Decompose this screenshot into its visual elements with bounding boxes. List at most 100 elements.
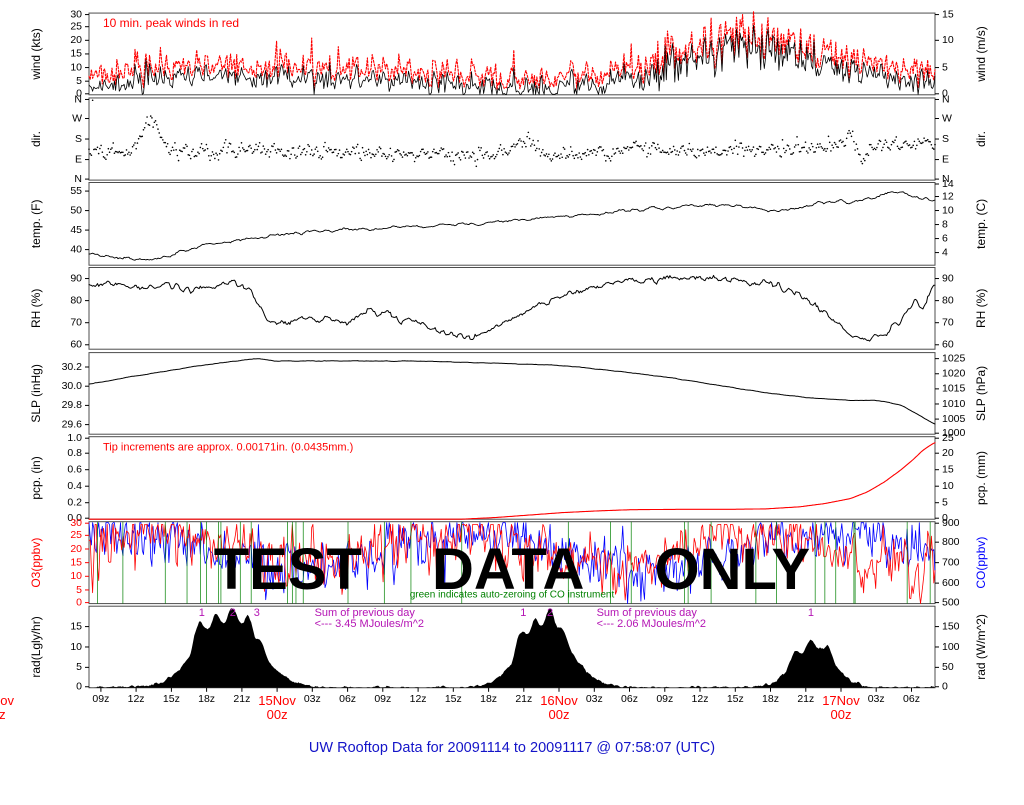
svg-text:1: 1 xyxy=(199,607,205,619)
svg-text:E: E xyxy=(75,153,82,165)
svg-text:1: 1 xyxy=(520,607,526,619)
svg-text:6: 6 xyxy=(942,232,948,244)
svg-text:100: 100 xyxy=(942,641,960,653)
svg-text:70: 70 xyxy=(942,317,954,329)
svg-text:Tip increments are approx. 0.0: Tip increments are approx. 0.00171in. (0… xyxy=(103,442,353,454)
svg-text:RH (%): RH (%) xyxy=(29,289,43,328)
svg-text:00z: 00z xyxy=(831,707,852,722)
svg-text:15: 15 xyxy=(942,8,954,20)
svg-text:0.6: 0.6 xyxy=(67,464,82,476)
svg-text:dir.: dir. xyxy=(29,131,43,147)
svg-text:1010: 1010 xyxy=(942,398,966,410)
svg-text:10: 10 xyxy=(942,34,954,46)
svg-text:12z: 12z xyxy=(692,693,709,705)
svg-text:06z: 06z xyxy=(339,693,356,705)
svg-text:wind (m/s): wind (m/s) xyxy=(974,26,988,82)
svg-text:800: 800 xyxy=(942,536,960,548)
svg-text:W: W xyxy=(942,112,952,124)
svg-text:4: 4 xyxy=(942,246,948,258)
svg-text:50: 50 xyxy=(942,661,954,673)
svg-text:SLP (inHg): SLP (inHg) xyxy=(29,364,43,422)
svg-text:2: 2 xyxy=(230,607,236,619)
svg-text:00z: 00z xyxy=(267,707,288,722)
svg-text:03z: 03z xyxy=(304,693,321,705)
svg-text:15: 15 xyxy=(942,464,954,476)
svg-text:500: 500 xyxy=(942,596,960,608)
svg-text:0: 0 xyxy=(76,596,82,608)
svg-text:pcp. (in): pcp. (in) xyxy=(29,456,43,499)
svg-text:1: 1 xyxy=(808,607,814,619)
svg-text:15: 15 xyxy=(70,620,82,632)
svg-text:600: 600 xyxy=(942,577,960,589)
svg-text:06z: 06z xyxy=(903,693,920,705)
svg-text:20: 20 xyxy=(70,543,82,555)
svg-text:2: 2 xyxy=(547,607,553,619)
svg-text:5: 5 xyxy=(76,584,82,596)
svg-text:UW Rooftop Data for 20091114: UW Rooftop Data for 20091114 to 20091117… xyxy=(309,740,715,756)
svg-text:rad (W/m^2): rad (W/m^2) xyxy=(974,614,988,680)
svg-text:8: 8 xyxy=(942,218,948,230)
svg-text:15z: 15z xyxy=(163,693,180,705)
svg-text:03z: 03z xyxy=(868,693,885,705)
svg-text:21z: 21z xyxy=(233,693,250,705)
svg-text:29.6: 29.6 xyxy=(62,418,83,430)
svg-text:60: 60 xyxy=(70,339,82,351)
svg-text:00z: 00z xyxy=(0,707,6,722)
svg-text:rad(Lgly/hr): rad(Lgly/hr) xyxy=(29,616,43,677)
svg-text:temp. (F): temp. (F) xyxy=(29,200,43,249)
svg-text:temp. (C): temp. (C) xyxy=(974,199,988,249)
svg-text:1020: 1020 xyxy=(942,368,966,380)
svg-text:06z: 06z xyxy=(621,693,638,705)
svg-text:03z: 03z xyxy=(586,693,603,705)
svg-text:1015: 1015 xyxy=(942,383,966,395)
svg-text:60: 60 xyxy=(942,339,954,351)
svg-text:16Nov: 16Nov xyxy=(540,693,578,708)
svg-text:15z: 15z xyxy=(727,693,744,705)
svg-text:700: 700 xyxy=(942,556,960,568)
svg-text:15z: 15z xyxy=(445,693,462,705)
svg-text:18z: 18z xyxy=(198,693,215,705)
svg-text:30: 30 xyxy=(70,517,82,529)
svg-text:12z: 12z xyxy=(128,693,145,705)
svg-text:20: 20 xyxy=(70,34,82,46)
svg-text:09z: 09z xyxy=(92,693,109,705)
svg-text:25: 25 xyxy=(70,20,82,32)
svg-text:5: 5 xyxy=(76,661,82,673)
svg-text:30.0: 30.0 xyxy=(62,380,83,392)
svg-text:12z: 12z xyxy=(410,693,427,705)
svg-text:45: 45 xyxy=(70,224,82,236)
svg-text:18z: 18z xyxy=(762,693,779,705)
svg-text:N: N xyxy=(942,93,950,105)
svg-text:dir.: dir. xyxy=(974,131,988,147)
svg-text:10: 10 xyxy=(70,641,82,653)
svg-text:E: E xyxy=(942,153,949,165)
svg-text:1025: 1025 xyxy=(942,352,966,364)
svg-text:0: 0 xyxy=(76,681,82,693)
svg-text:S: S xyxy=(75,133,82,145)
svg-text:900: 900 xyxy=(942,517,960,529)
svg-text:15: 15 xyxy=(70,556,82,568)
svg-text:pcp. (mm): pcp. (mm) xyxy=(974,451,988,505)
svg-text:25: 25 xyxy=(942,432,954,444)
svg-text:N: N xyxy=(74,93,82,105)
svg-text:15: 15 xyxy=(70,48,82,60)
svg-text:20: 20 xyxy=(942,447,954,459)
svg-text:W: W xyxy=(72,112,82,124)
svg-text:<--- 3.45 MJoules/m^2: <--- 3.45 MJoules/m^2 xyxy=(315,618,424,630)
svg-text:wind (kts): wind (kts) xyxy=(29,28,43,80)
svg-text:17Nov: 17Nov xyxy=(822,693,860,708)
svg-text:0.8: 0.8 xyxy=(67,447,82,459)
svg-text:RH (%): RH (%) xyxy=(974,289,988,328)
svg-text:1005: 1005 xyxy=(942,413,966,425)
svg-text:00z: 00z xyxy=(549,707,570,722)
svg-text:5: 5 xyxy=(942,497,948,509)
svg-text:5: 5 xyxy=(942,61,948,73)
svg-text:21z: 21z xyxy=(797,693,814,705)
svg-text:10: 10 xyxy=(70,570,82,582)
svg-text:<--- 2.06 MJoules/m^2: <--- 2.06 MJoules/m^2 xyxy=(597,618,706,630)
svg-text:10 min. peak winds in red: 10 min. peak winds in red xyxy=(103,16,239,30)
svg-text:10: 10 xyxy=(942,480,954,492)
svg-text:0.4: 0.4 xyxy=(67,480,82,492)
svg-text:09z: 09z xyxy=(374,693,391,705)
